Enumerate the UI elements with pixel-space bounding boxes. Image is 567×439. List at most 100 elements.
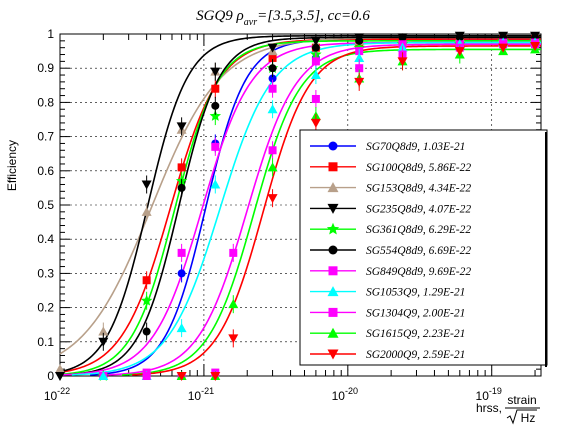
- data-marker: [328, 141, 338, 151]
- data-marker: [530, 41, 541, 51]
- data-marker: [211, 101, 220, 110]
- fit-curve: [106, 43, 541, 376]
- data-marker: [455, 33, 464, 42]
- chart-title-subscript: avr: [244, 17, 257, 28]
- data-marker: [141, 206, 152, 216]
- legend-entry-label: SG235Q8d9, 4.07E-22: [366, 203, 471, 215]
- y-tick-label: 1: [47, 27, 54, 41]
- legend-shadow: [545, 132, 547, 367]
- data-marker: [228, 334, 239, 344]
- x-tick-label: 10-20: [332, 386, 358, 403]
- data-marker: [355, 64, 364, 73]
- data-marker: [498, 43, 509, 53]
- x-axis-title-unit-numerator: strain: [507, 393, 536, 407]
- data-marker: [327, 182, 339, 193]
- y-axis-title: Efficiency: [5, 140, 19, 191]
- data-marker: [355, 36, 364, 45]
- y-tick-label: 0.1: [37, 335, 54, 349]
- data-marker: [328, 162, 338, 172]
- data-marker: [98, 371, 109, 380]
- legend-entry-label: SG2000Q9, 2.59E-21: [366, 349, 465, 361]
- data-marker: [268, 64, 277, 73]
- data-marker: [328, 245, 338, 255]
- legend: SG70Q8d9, 1.03E-21 SG100Q8d9, 5.86E-22 SG1…: [299, 129, 548, 367]
- data-marker: [268, 53, 277, 62]
- data-marker: [310, 36, 321, 46]
- data-marker: [210, 67, 221, 77]
- data-marker: [327, 286, 339, 297]
- data-marker: [229, 248, 238, 257]
- legend-entry-label: SG1053Q9, 1.29E-21: [366, 287, 465, 299]
- data-marker: [176, 372, 187, 381]
- fit-curve: [122, 48, 541, 376]
- x-axis-title: hrss, strain Hz: [476, 393, 540, 425]
- legend-entry-label: SG1304Q9, 2.00E-21: [366, 307, 465, 319]
- data-marker: [177, 163, 186, 172]
- data-marker: [267, 194, 278, 204]
- data-marker: [228, 299, 239, 309]
- legend-entry-label: SG361Q8d9, 6.29E-22: [366, 224, 471, 236]
- data-marker: [310, 70, 321, 80]
- data-marker: [267, 162, 278, 172]
- y-tick-label: 0.2: [37, 301, 54, 315]
- data-marker: [268, 84, 277, 93]
- data-marker: [328, 266, 338, 276]
- data-marker: [177, 183, 186, 192]
- y-tick-label: 0.6: [37, 164, 54, 178]
- data-marker: [327, 203, 339, 214]
- y-tick-label: 0.4: [37, 232, 54, 246]
- data-marker: [176, 122, 187, 132]
- data-marker: [209, 110, 222, 121]
- data-marker: [326, 222, 340, 235]
- data-marker: [311, 43, 320, 52]
- data-marker: [267, 43, 278, 53]
- data-marker: [267, 104, 278, 114]
- fit-curve: [132, 45, 541, 376]
- data-marker: [311, 94, 320, 103]
- legend-entry-label: SG1615Q9, 2.23E-21: [366, 328, 465, 340]
- data-marker: [177, 248, 186, 257]
- data-marker: [354, 77, 365, 87]
- legend-frame: [299, 129, 548, 366]
- data-marker: [310, 118, 321, 128]
- data-marker: [354, 52, 365, 62]
- data-marker: [211, 84, 220, 93]
- data-marker: [98, 326, 109, 336]
- x-axis-title-unit-denominator: Hz: [521, 411, 536, 425]
- data-marker: [55, 372, 65, 381]
- data-marker: [55, 364, 65, 374]
- data-marker: [210, 372, 221, 381]
- data-marker: [211, 142, 220, 151]
- data-marker: [397, 57, 408, 67]
- data-marker: [142, 276, 151, 285]
- legend-entry-label: SG153Q8d9, 4.34E-22: [366, 183, 471, 195]
- data-markers: [55, 31, 541, 381]
- data-marker: [177, 269, 186, 278]
- legend-entry-label: SG849Q8d9, 9.69E-22: [366, 266, 471, 278]
- x-tick-label: 10-19: [476, 386, 502, 403]
- y-tick-label: 0.8: [37, 95, 54, 109]
- data-marker: [142, 372, 151, 380]
- sqrt-symbol: [506, 409, 537, 425]
- legend-entry-label: SG100Q8d9, 5.86E-22: [366, 162, 471, 174]
- data-marker: [210, 179, 221, 189]
- data-marker: [398, 33, 407, 42]
- data-marker: [141, 180, 152, 190]
- data-marker: [142, 327, 151, 336]
- data-marker: [268, 74, 277, 83]
- data-marker: [98, 337, 109, 347]
- x-axis-title-prefix: hrss,: [476, 401, 502, 415]
- x-tick-label: 10-22: [44, 386, 70, 403]
- legend-entry-label: SG554Q8d9, 6.69E-22: [366, 245, 471, 257]
- data-marker: [328, 307, 338, 317]
- y-tick-label: 0.3: [37, 266, 54, 280]
- y-tick-label: 0: [47, 369, 54, 383]
- x-tick-label: 10-21: [188, 386, 214, 403]
- data-marker: [140, 294, 153, 306]
- data-marker: [327, 349, 339, 360]
- data-marker: [268, 146, 277, 155]
- data-marker: [176, 323, 187, 333]
- data-marker: [327, 327, 339, 338]
- y-tick-label: 0.9: [37, 61, 54, 75]
